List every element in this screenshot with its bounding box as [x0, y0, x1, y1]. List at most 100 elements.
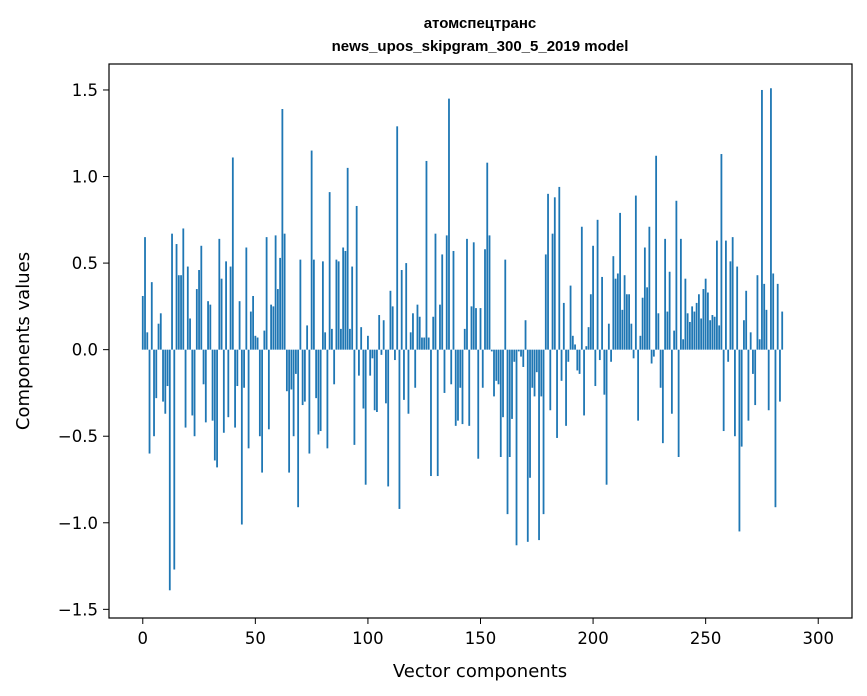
bar-component-266 — [740, 349, 743, 447]
bar-component-121 — [414, 349, 417, 388]
bar-component-5 — [153, 349, 155, 437]
bar-component-128 — [430, 349, 432, 477]
bar-component-145 — [468, 349, 471, 426]
bar-component-162 — [506, 349, 509, 515]
bar-component-14 — [173, 349, 176, 570]
bar-component-223 — [643, 247, 646, 350]
bar-component-261 — [729, 261, 732, 350]
bar-component-112 — [394, 349, 396, 361]
bar-component-50 — [254, 335, 257, 350]
bar-component-194 — [578, 349, 581, 374]
bar-component-44 — [240, 349, 243, 525]
bar-component-22 — [191, 349, 194, 416]
bar-component-23 — [193, 349, 196, 437]
bar-component-72 — [303, 349, 306, 402]
bar-component-102 — [371, 349, 374, 359]
bar-component-139 — [454, 349, 457, 426]
bar-component-52 — [258, 349, 261, 437]
bar-component-159 — [499, 349, 502, 457]
bar-component-230 — [659, 349, 662, 388]
bar-component-77 — [315, 349, 318, 399]
bar-component-38 — [227, 349, 230, 418]
bar-component-259 — [725, 240, 727, 350]
bar-component-180 — [547, 193, 549, 350]
bar-component-20 — [186, 266, 189, 350]
bar-component-68 — [294, 349, 297, 374]
bar-component-17 — [180, 275, 182, 350]
bar-component-117 — [405, 263, 408, 350]
bar-component-89 — [342, 247, 345, 350]
bar-component-273 — [756, 275, 759, 350]
bar-component-253 — [711, 315, 714, 350]
bar-component-124 — [421, 337, 423, 350]
bar-component-125 — [423, 337, 426, 350]
bar-component-12 — [168, 349, 171, 591]
bar-component-141 — [459, 349, 462, 388]
bar-component-224 — [646, 287, 649, 350]
bar-component-103 — [373, 349, 376, 411]
bar-component-79 — [319, 349, 322, 432]
bar-component-11 — [166, 349, 169, 387]
bar-component-4 — [150, 282, 153, 350]
bar-component-9 — [162, 349, 164, 402]
bar-component-2 — [146, 332, 149, 350]
bar-component-168 — [520, 349, 522, 357]
bar-component-252 — [709, 320, 712, 350]
bar-component-135 — [445, 235, 448, 350]
bar-component-91 — [346, 167, 349, 350]
bar-component-56 — [267, 349, 270, 430]
bar-component-246 — [695, 302, 698, 350]
bar-component-96 — [358, 349, 360, 376]
bars-group — [141, 88, 784, 591]
bar-component-206 — [605, 349, 608, 485]
bar-component-154 — [488, 235, 491, 350]
bar-component-138 — [452, 250, 455, 350]
bar-component-155 — [490, 349, 493, 352]
bar-component-208 — [610, 349, 612, 362]
bar-component-275 — [761, 89, 763, 350]
bar-component-216 — [628, 294, 630, 350]
bar-component-268 — [745, 290, 748, 350]
bar-component-229 — [657, 313, 660, 350]
bar-component-43 — [238, 301, 241, 350]
bar-component-98 — [362, 349, 365, 409]
bar-component-109 — [387, 349, 390, 487]
bar-component-83 — [328, 192, 331, 350]
bar-component-37 — [225, 261, 227, 350]
bar-component-279 — [770, 88, 772, 350]
bar-component-274 — [758, 339, 761, 350]
bar-component-241 — [684, 278, 687, 350]
bar-component-175 — [535, 349, 538, 373]
bar-component-7 — [157, 323, 160, 350]
bar-component-277 — [765, 309, 768, 350]
bar-component-71 — [301, 349, 304, 406]
bar-component-110 — [389, 290, 392, 350]
y-axis-label: Components values — [13, 252, 34, 430]
x-tick-label: 250 — [690, 629, 722, 648]
y-tick-label: −1.0 — [58, 514, 98, 533]
bar-component-119 — [409, 332, 412, 350]
bar-component-233 — [666, 311, 669, 350]
bar-component-140 — [457, 349, 459, 421]
bar-component-191 — [571, 335, 574, 350]
bar-component-184 — [556, 349, 558, 438]
x-tick-label: 50 — [245, 629, 266, 648]
bar-component-280 — [772, 273, 775, 350]
bar-component-150 — [479, 308, 482, 350]
bar-component-127 — [427, 337, 430, 350]
bar-component-45 — [243, 349, 245, 388]
bar-component-104 — [376, 349, 378, 412]
bar-component-111 — [391, 306, 394, 350]
plot-area-frame — [108, 63, 853, 619]
bar-component-235 — [670, 349, 673, 414]
bar-component-215 — [625, 294, 628, 350]
bar-component-258 — [722, 349, 725, 432]
bar-component-134 — [443, 349, 446, 393]
bar-component-67 — [292, 349, 295, 437]
bar-component-214 — [623, 275, 626, 350]
bar-component-142 — [461, 349, 464, 425]
bar-component-220 — [637, 349, 640, 421]
bar-component-240 — [682, 339, 685, 350]
bar-component-100 — [367, 335, 369, 350]
y-tick-label: 1.5 — [72, 81, 98, 100]
